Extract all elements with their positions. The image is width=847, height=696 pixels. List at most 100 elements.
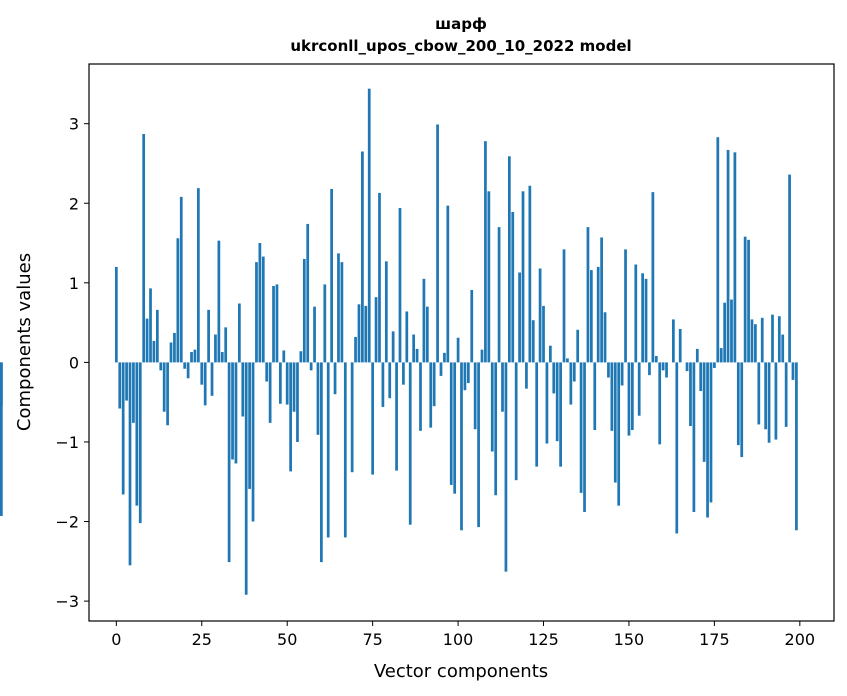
bar xyxy=(384,261,388,363)
bar xyxy=(685,362,689,372)
bar xyxy=(484,141,487,363)
bar xyxy=(497,227,501,363)
bar xyxy=(214,334,217,363)
y-axis-label: Components values xyxy=(14,253,35,431)
y-tick-label: −1 xyxy=(55,433,79,452)
bar xyxy=(361,151,364,363)
y-tick-label: −3 xyxy=(55,592,79,611)
bar xyxy=(145,318,149,363)
bar xyxy=(463,362,467,391)
bar xyxy=(203,362,207,406)
chart-title: шарф xyxy=(435,15,487,33)
x-axis-label: Vector components xyxy=(374,661,548,682)
bar xyxy=(159,362,163,371)
bar xyxy=(114,266,118,363)
bar xyxy=(771,314,774,363)
bar xyxy=(651,192,655,363)
bar xyxy=(777,316,781,363)
bar xyxy=(767,362,771,443)
bar xyxy=(542,305,545,363)
bar xyxy=(713,362,716,368)
x-tick-label: 200 xyxy=(785,630,816,649)
bar xyxy=(719,348,723,363)
x-tick-label: 0 xyxy=(111,630,121,649)
bar xyxy=(388,362,392,399)
bar xyxy=(354,336,357,363)
bar xyxy=(224,327,228,363)
bar xyxy=(631,362,634,431)
bar xyxy=(702,362,706,462)
bar xyxy=(405,311,409,363)
bar xyxy=(579,362,583,493)
bar xyxy=(282,350,286,363)
bar xyxy=(494,362,498,496)
bar xyxy=(562,249,566,363)
bar xyxy=(443,352,446,363)
bar xyxy=(644,278,648,363)
bar xyxy=(217,240,221,363)
bar xyxy=(531,320,535,363)
bar xyxy=(350,362,354,473)
bar xyxy=(220,352,224,363)
bar xyxy=(374,297,378,363)
bar xyxy=(603,312,607,363)
bar xyxy=(617,362,621,506)
bar xyxy=(453,362,457,494)
bar xyxy=(0,362,3,406)
bar xyxy=(760,317,764,363)
bar xyxy=(555,362,559,442)
bar xyxy=(545,362,549,444)
x-tick-label: 100 xyxy=(443,630,474,649)
bar xyxy=(179,196,183,363)
bar xyxy=(357,304,361,363)
bar xyxy=(501,362,504,412)
bar xyxy=(446,205,450,363)
bar xyxy=(432,362,436,407)
bar xyxy=(231,362,234,460)
bar xyxy=(795,362,798,531)
bar xyxy=(279,362,282,404)
bar xyxy=(265,362,269,382)
bar xyxy=(285,362,289,405)
bar xyxy=(251,362,255,522)
bar xyxy=(525,362,528,389)
bar xyxy=(716,137,720,363)
bar xyxy=(607,362,610,378)
bar xyxy=(733,152,737,363)
bar xyxy=(149,288,152,363)
bar xyxy=(142,134,146,363)
bar xyxy=(419,362,422,431)
bar xyxy=(408,362,412,525)
bar xyxy=(576,329,580,363)
bar xyxy=(190,352,193,363)
bar xyxy=(583,362,586,512)
bar xyxy=(412,334,416,363)
bar xyxy=(774,362,778,440)
bar xyxy=(340,262,344,363)
bar xyxy=(415,348,419,363)
bar xyxy=(466,362,470,384)
bar xyxy=(490,362,494,452)
bar xyxy=(429,362,433,428)
bar xyxy=(125,362,128,401)
y-tick-label: 2 xyxy=(69,194,79,213)
bar xyxy=(507,156,511,363)
bar xyxy=(757,362,761,425)
bar xyxy=(138,362,142,524)
bar xyxy=(343,362,347,538)
bar xyxy=(695,348,699,363)
bar xyxy=(730,299,733,363)
bar xyxy=(169,342,173,363)
bar xyxy=(764,362,768,430)
bar xyxy=(514,362,518,481)
bar xyxy=(784,362,788,427)
bar xyxy=(313,306,316,363)
bar xyxy=(586,227,590,363)
bar xyxy=(258,243,262,363)
bar xyxy=(186,362,190,379)
y-tick-label: 3 xyxy=(69,115,79,134)
bar xyxy=(183,362,187,369)
bar xyxy=(641,273,644,363)
bar xyxy=(473,362,477,430)
x-tick-label: 125 xyxy=(528,630,559,649)
